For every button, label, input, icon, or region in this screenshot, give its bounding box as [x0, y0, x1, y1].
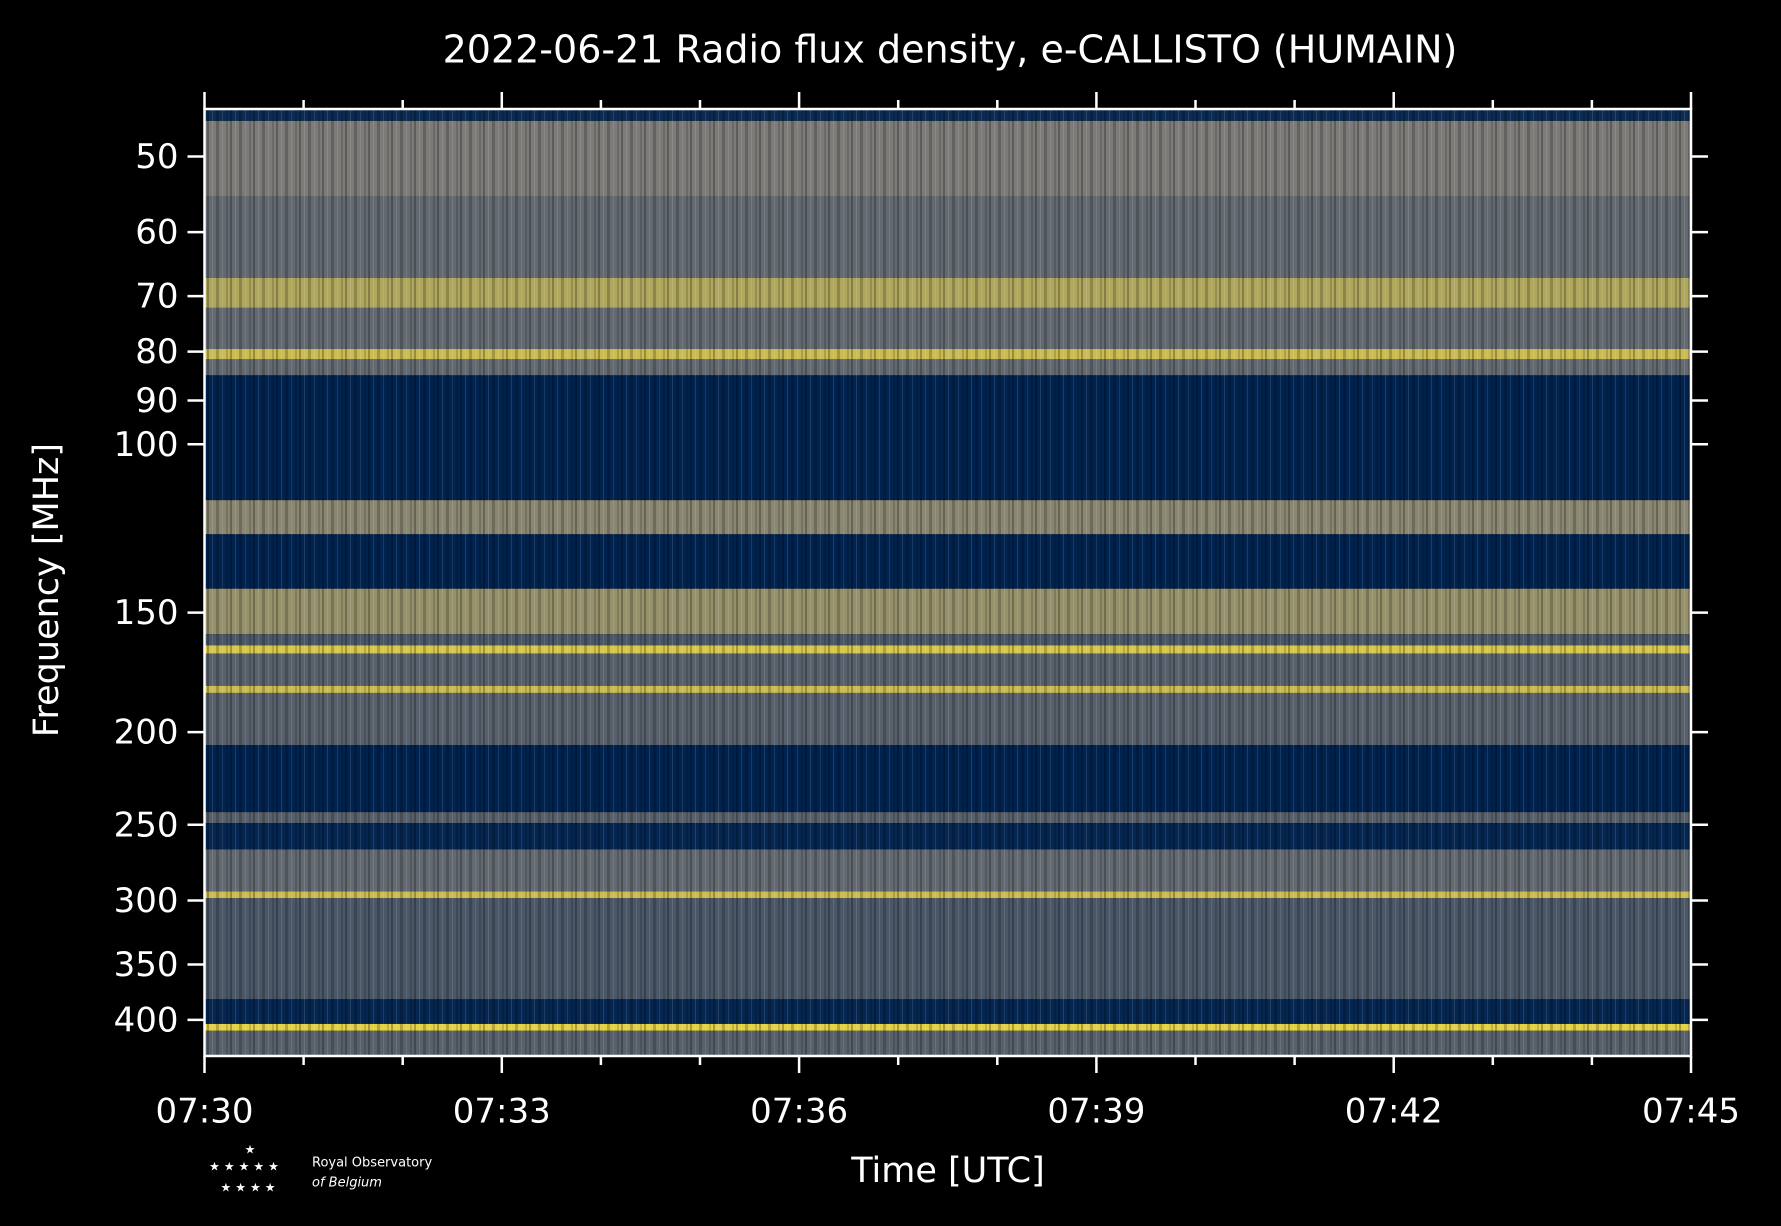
- y-tick-label: 300: [114, 881, 179, 921]
- x-axis-label: Time [UTC]: [850, 1151, 1044, 1191]
- texture: [204, 109, 1691, 1056]
- y-tick-label: 90: [135, 381, 178, 421]
- logo: ★ ★★★★★ ★★★★ Royal Observatory of Belgiu…: [209, 1143, 432, 1195]
- logo-text: of Belgium: [312, 1176, 382, 1191]
- x-tick-label: 07:33: [453, 1092, 551, 1132]
- logo-text: Royal Observatory: [312, 1156, 432, 1171]
- logo-star: ★★★★★: [209, 1160, 283, 1174]
- x-tick-label: 07:39: [1047, 1092, 1145, 1132]
- plot-frame: [203, 107, 1693, 1058]
- y-tick-label: 150: [114, 593, 179, 633]
- y-tick-label: 50: [135, 137, 178, 177]
- y-tick-label: 80: [135, 332, 178, 372]
- y-tick-label: 400: [114, 1000, 179, 1040]
- plot-area: [204, 109, 1691, 1056]
- y-tick-label: 60: [135, 213, 178, 253]
- y-tick-label: 350: [114, 945, 179, 985]
- x-tick-label: 07:45: [1642, 1092, 1740, 1132]
- y-tick-label: 100: [114, 425, 179, 465]
- logo-star: ★: [245, 1143, 256, 1157]
- logo-star: ★★★★: [220, 1181, 279, 1195]
- y-axis-label: Frequency [MHz]: [27, 443, 67, 737]
- chart-title: 2022-06-21 Radio flux density, e-CALLIST…: [443, 28, 1458, 72]
- x-tick-label: 07:42: [1345, 1092, 1443, 1132]
- x-tick-label: 07:30: [156, 1092, 254, 1132]
- x-tick-label: 07:36: [750, 1092, 848, 1132]
- y-tick-label: 70: [135, 277, 178, 317]
- y-tick-label: 250: [114, 805, 179, 845]
- y-tick-label: 200: [114, 713, 179, 753]
